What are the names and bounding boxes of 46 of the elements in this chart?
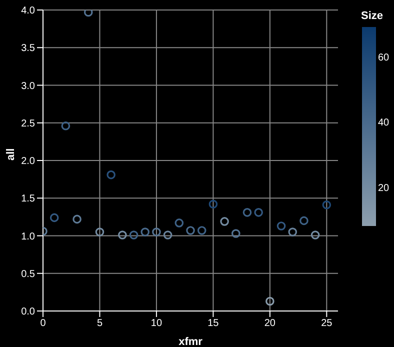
point (72, 214, 82, 224)
x-tick-label: 15 (208, 318, 220, 330)
point (163, 230, 172, 240)
point (322, 200, 332, 210)
color-bar-label: 40 (378, 118, 390, 129)
y-tick-label: 1.0 (21, 231, 36, 242)
point (310, 230, 320, 240)
y-tick-label: 3.0 (21, 80, 36, 92)
x-axis-title: xfmr (178, 336, 204, 347)
point (174, 218, 184, 228)
y-tick-label: 3.5 (21, 43, 36, 54)
point (118, 230, 127, 240)
x-tick-label: 0 (40, 318, 46, 330)
color-bar-label: 60 (378, 52, 390, 64)
color-bar-label: 20 (378, 182, 390, 194)
y-tick-label: 2.0 (21, 156, 36, 168)
point (300, 216, 308, 226)
y-tick-label: 0.0 (21, 306, 36, 318)
point (152, 228, 161, 236)
point (254, 208, 263, 217)
y-tick-label: 0.5 (21, 268, 36, 280)
point (84, 10, 93, 17)
color-bar-title: Size (361, 10, 384, 22)
x-tick-label: 25 (321, 318, 333, 330)
point (208, 200, 218, 209)
y-axis-title: all (4, 148, 17, 160)
point (288, 228, 298, 236)
point (129, 230, 138, 240)
x-tick-label: 20 (264, 318, 276, 330)
point (106, 170, 116, 180)
point (61, 121, 70, 130)
point (197, 226, 206, 235)
y-tick-label: 4.0 (21, 6, 36, 17)
x-tick-label: 5 (96, 318, 103, 330)
point (276, 222, 286, 230)
point (95, 228, 104, 236)
point (220, 217, 229, 226)
y-tick-label: 1.5 (21, 194, 36, 205)
point (50, 213, 59, 222)
point (186, 226, 195, 235)
point (140, 228, 150, 236)
x-tick-label: 10 (150, 318, 162, 330)
point (266, 296, 274, 306)
point (242, 208, 252, 217)
point (231, 229, 240, 238)
y-tick-label: 2.5 (21, 118, 36, 130)
